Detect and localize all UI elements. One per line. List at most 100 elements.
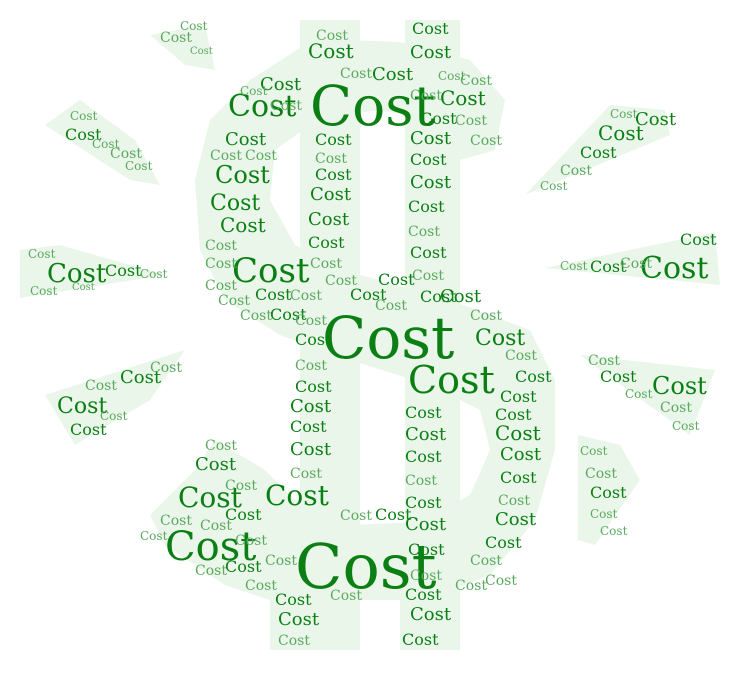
cost-word: Cost	[408, 540, 445, 559]
ray-lower-left	[45, 350, 185, 445]
cost-word: Cost	[290, 417, 327, 436]
cost-word: Cost	[560, 259, 588, 273]
cost-word: Cost	[310, 256, 342, 272]
cost-word: Cost	[255, 285, 292, 304]
cost-word: Cost	[652, 372, 707, 400]
cost-word: Cost	[455, 578, 487, 594]
cost-word: Cost	[295, 330, 332, 349]
cost-word: Cost	[410, 172, 452, 193]
cost-word: Cost	[195, 563, 227, 579]
cost-word: Cost	[412, 268, 444, 284]
cost-word: Cost	[290, 396, 332, 417]
ray-upper-left	[45, 100, 160, 185]
cost-word: Cost	[485, 573, 517, 589]
cost-word: Cost	[178, 481, 243, 514]
cost-word: Cost	[245, 578, 277, 594]
cost-word: Cost	[660, 400, 692, 416]
cost-word: Cost	[495, 405, 532, 424]
cost-word: Cost	[402, 630, 439, 649]
cost-word: Cost	[440, 86, 486, 110]
cost-word: Cost	[420, 287, 457, 306]
cost-word: Cost	[405, 473, 437, 489]
cost-word: Cost	[245, 148, 277, 164]
cost-word: Cost	[232, 251, 310, 291]
cost-word: Cost	[438, 69, 466, 83]
cost-word: Cost	[640, 251, 708, 286]
cost-word: Cost	[295, 377, 332, 396]
cost-word: Cost	[405, 514, 447, 535]
cost-word: Cost	[322, 304, 454, 372]
cost-word: Cost	[295, 530, 437, 603]
cost-word: Cost	[470, 308, 502, 324]
cost-word: Cost	[340, 66, 372, 82]
cost-word: Cost	[70, 420, 107, 439]
cost-word: Cost	[220, 213, 266, 237]
cost-word: Cost	[500, 444, 542, 465]
cost-word: Cost	[405, 493, 442, 512]
cost-word: Cost	[410, 42, 452, 63]
cost-word: Cost	[225, 129, 267, 150]
cost-word: Cost	[47, 259, 107, 289]
cost-word: Cost	[560, 163, 592, 179]
cost-word: Cost	[225, 505, 262, 524]
cost-word: Cost	[316, 28, 348, 44]
cost-word: Cost	[105, 261, 142, 280]
cost-word: Cost	[440, 286, 482, 307]
dollar-bar-right	[405, 20, 460, 650]
cost-word: Cost	[180, 19, 208, 33]
cost-word: Cost	[240, 84, 268, 98]
cost-word: Cost	[590, 507, 618, 521]
cost-word: Cost	[205, 238, 237, 254]
cost-word: Cost	[85, 378, 117, 394]
cost-word: Cost	[410, 243, 447, 262]
cost-word: Cost	[350, 285, 387, 304]
cost-word: Cost	[28, 247, 56, 261]
cost-word: Cost	[310, 74, 436, 138]
cost-word: Cost	[588, 353, 620, 369]
cost-word: Cost	[412, 19, 449, 38]
cost-word: Cost	[160, 513, 192, 529]
ray-mid-right	[545, 232, 720, 285]
cost-word: Cost	[598, 121, 644, 145]
cost-word: Cost	[205, 278, 237, 294]
cost-word: Cost	[125, 159, 153, 173]
cost-word: Cost	[72, 282, 95, 293]
cost-word: Cost	[405, 585, 442, 604]
cost-word: Cost	[408, 197, 445, 216]
cost-word: Cost	[225, 557, 262, 576]
cost-word: Cost	[295, 313, 327, 329]
cost-word: Cost	[455, 113, 487, 129]
cost-word: Cost	[140, 267, 168, 281]
cost-word: Cost	[408, 224, 440, 240]
cost-word: Cost	[240, 308, 272, 324]
cost-word: Cost	[340, 508, 372, 524]
cost-word: Cost	[405, 424, 447, 445]
cost-word: Cost	[405, 403, 442, 422]
ray-upper-right	[525, 105, 670, 195]
cost-word: Cost	[580, 143, 617, 162]
cost-word: Cost	[620, 256, 652, 272]
cost-word: Cost	[485, 533, 522, 552]
cost-word: Cost	[505, 348, 537, 364]
cost-word: Cost	[635, 109, 677, 130]
ray-lower-right	[580, 355, 715, 435]
cost-word: Cost	[330, 588, 362, 604]
cost-word: Cost	[375, 298, 407, 314]
cost-word: Cost	[30, 284, 58, 298]
cost-word: Cost	[150, 360, 182, 376]
cost-word: Cost	[495, 421, 541, 445]
cost-word: Cost	[495, 509, 537, 530]
cost-word: Cost	[70, 109, 98, 123]
cost-word: Cost	[470, 133, 502, 149]
cost-word: Cost	[680, 230, 717, 249]
dollar-sign-shape	[20, 20, 720, 650]
cost-word: Cost	[315, 165, 352, 184]
cost-word: Cost	[218, 293, 250, 309]
cost-word: Cost	[295, 358, 327, 374]
cost-word: Cost	[200, 518, 232, 534]
cost-word: Cost	[315, 151, 347, 167]
cost-word: Cost	[290, 466, 322, 482]
cost-word: Cost	[460, 73, 492, 89]
cost-word: Cost	[585, 466, 617, 482]
cost-word: Cost	[590, 483, 627, 502]
